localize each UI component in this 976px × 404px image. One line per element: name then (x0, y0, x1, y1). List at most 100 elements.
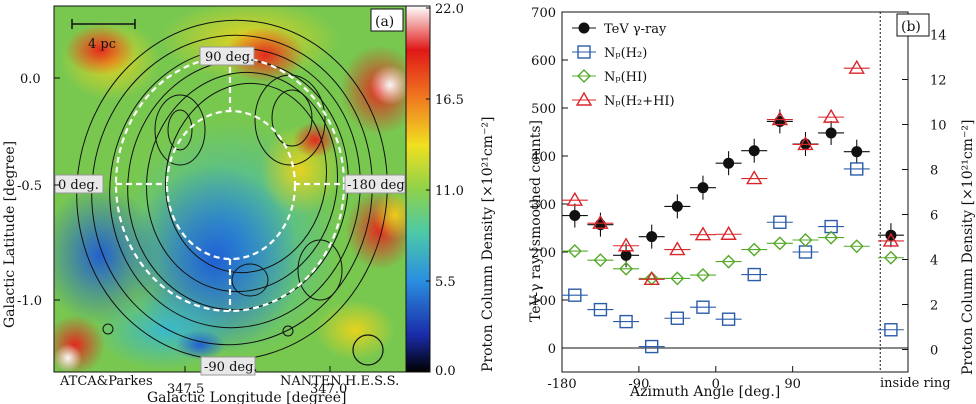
data-point (670, 311, 685, 325)
map-y-tick-3: -1.0 (17, 294, 42, 309)
data-point (670, 271, 685, 286)
hess-psf-icon (352, 334, 384, 366)
data-point (721, 254, 736, 269)
colorbar-tick-16: 16.5 (435, 93, 464, 108)
data-point (824, 230, 839, 245)
map-panel: 4 pc (a) 90 deg. 0 deg. -180 deg. -90 de… (2, 2, 496, 404)
legend-marker (575, 91, 593, 106)
annulus-rings (114, 55, 346, 313)
y-tick-label: 200 (531, 246, 556, 261)
colorbar-tick-11: 11.0 (435, 184, 464, 199)
legend-label: Nₚ(HI) (604, 70, 647, 85)
data-point (797, 136, 814, 151)
map-y-tick-1: 0.0 (20, 72, 41, 87)
inside-ring-label: inside ring (880, 376, 951, 391)
legend-marker (577, 45, 591, 59)
credit-nanten: NANTEN (280, 374, 342, 389)
y2-tick-label: 2 (930, 299, 938, 314)
x-tick-label: -90 (628, 377, 649, 392)
plot-frame (561, 11, 909, 373)
data-point (593, 253, 608, 268)
angle-label-minus180: -180 deg. (347, 178, 409, 193)
legend: TeV γ-ray Nₚ(H₂) Nₚ(HI) Nₚ(H₂+HI) (572, 22, 675, 109)
x-tick-label: 90 (784, 377, 801, 392)
map-x-tick-2: 347.0 (310, 382, 347, 397)
y2-tick-label: 6 (930, 209, 938, 224)
credit-hess: H.E.S.S. (345, 374, 399, 389)
data-point (697, 182, 709, 194)
colorbar-tick-0: 0.0 (435, 364, 456, 379)
data-point (849, 239, 864, 254)
data-point (798, 233, 813, 247)
y-tick-label: 500 (531, 102, 556, 117)
y-tick-label: 300 (531, 198, 556, 213)
data-point (696, 300, 710, 314)
data-point (720, 225, 737, 240)
data-point (567, 244, 582, 259)
data-point (694, 226, 712, 241)
colorbar-tick-22: 22.0 (435, 2, 464, 17)
data-point (619, 261, 634, 276)
data-point (643, 270, 660, 286)
y-tick-label: 700 (531, 6, 556, 21)
x-tick-label: 0 (712, 377, 720, 392)
data-point (695, 268, 710, 283)
data-point (771, 111, 789, 126)
y2-tick-label: 14 (930, 29, 947, 44)
data-point (825, 127, 837, 139)
chart-xlabel: Azimuth Angle [deg.] (629, 384, 780, 400)
data-point (568, 288, 582, 302)
legend-label: TeV γ-ray (604, 22, 667, 37)
y2-tick-label: 12 (930, 74, 947, 89)
data-point (851, 146, 863, 158)
legend-label: Nₚ(H₂) (604, 46, 647, 61)
azimuth-chart: 0 100 200 300 400 500 600 700 0 2 4 6 8 10 12 14 -180 -90… (528, 6, 976, 400)
angle-label-minus90: -90 deg. (204, 360, 258, 375)
data-point (882, 232, 900, 247)
colorbar (405, 5, 431, 373)
y2-tick-label: 4 (930, 254, 938, 269)
legend-marker (578, 22, 590, 34)
data-point (619, 314, 633, 329)
angle-label-90: 90 deg. (205, 50, 254, 65)
data-point (723, 157, 735, 169)
data-point (850, 162, 864, 176)
y2-tick-label: 0 (930, 344, 938, 359)
legend-label: Nₚ(H₂+HI) (604, 94, 675, 109)
map-ticks (54, 77, 331, 372)
y-tick-label: 0 (548, 342, 556, 357)
panel-label-a: (a) (375, 14, 394, 30)
data-point (646, 231, 658, 243)
data-point (822, 108, 840, 123)
map-ylabel: Galactic Latitude [degree] (2, 141, 18, 328)
scale-bar-label: 4 pc (88, 37, 116, 52)
data-point (747, 267, 761, 282)
data-point (746, 170, 763, 185)
data-point (566, 191, 584, 206)
credit-atca-parkes: ATCA&Parkes (59, 374, 153, 389)
angle-labels: 90 deg. 0 deg. -180 deg. -90 deg. (54, 46, 409, 376)
data-point (884, 323, 898, 337)
chart-ylabel: TeV-γ ray [smoothed counts] (528, 120, 544, 322)
data-point (747, 242, 762, 257)
data-point (592, 214, 609, 229)
map-xlabel: Galactic Longitude [degree] (147, 390, 347, 404)
series-1 (561, 162, 904, 354)
data-point (569, 210, 581, 222)
data-point (669, 241, 686, 256)
x-tick-label: -180 (547, 377, 576, 392)
beam-icon (102, 323, 114, 335)
data-point (593, 302, 608, 317)
chart-y2label: Proton Column Density [×10²¹cm⁻²] (960, 120, 976, 375)
colorbar-label: Proton Column Density [×10²¹cm⁻²] (480, 117, 496, 372)
data-point (671, 200, 683, 212)
y2-tick-label: 10 (930, 119, 947, 134)
map-x-tick-1: 347.5 (167, 382, 204, 397)
data-point (617, 237, 635, 252)
data-point (645, 339, 659, 354)
data-point (883, 250, 898, 265)
chart-marks (561, 59, 904, 354)
y-tick-label: 600 (531, 54, 556, 69)
data-point (748, 145, 760, 157)
